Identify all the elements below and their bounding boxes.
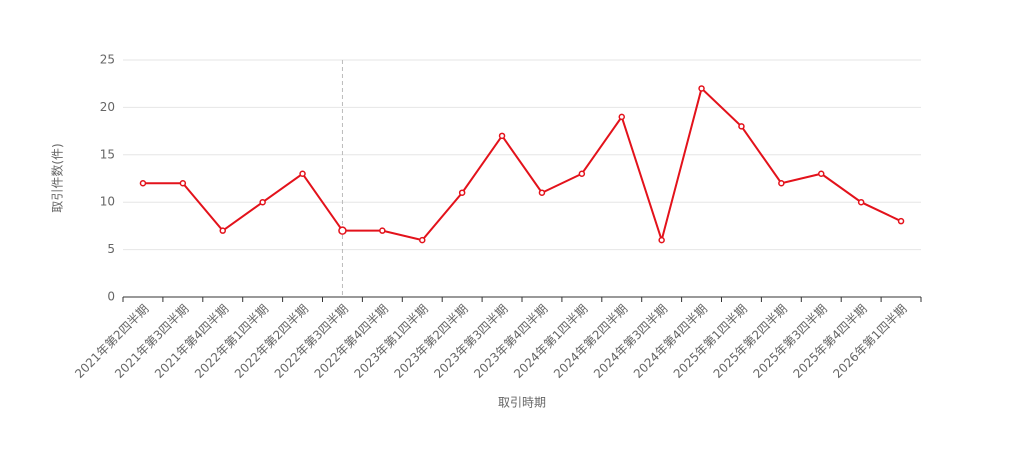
y-tick-label: 20 (100, 100, 115, 114)
data-point (698, 85, 705, 92)
x-tick-label: 2024年第4四半期 (631, 302, 710, 381)
x-tick-label: 2022年第2四半期 (232, 302, 311, 381)
data-point (219, 227, 226, 234)
x-tick-label: 2024年第3四半期 (591, 302, 670, 381)
x-tick-label: 2023年第1四半期 (352, 302, 431, 381)
y-tick-label: 25 (100, 53, 115, 67)
data-point (538, 189, 546, 196)
data-point (379, 227, 386, 234)
x-tick-label: 2024年第2四半期 (551, 302, 630, 381)
data-point (338, 226, 347, 235)
x-tick-label: 2022年第1四半期 (192, 302, 271, 381)
x-axis-title: 取引時期 (498, 396, 546, 410)
y-tick-label: 5 (107, 242, 115, 256)
data-point (458, 189, 466, 196)
data-point (658, 236, 665, 244)
data-point (778, 179, 785, 187)
x-tick-label: 2025年第1四半期 (671, 302, 750, 381)
y-axis-title: 取引件数(件) (50, 143, 65, 212)
x-tick-label: 2025年第2四半期 (711, 302, 790, 381)
x-tick-label: 2021年第3四半期 (112, 302, 191, 381)
x-tick-label: 2023年第4四半期 (471, 302, 550, 381)
x-tick-label: 2023年第2四半期 (391, 302, 470, 381)
data-point (419, 236, 426, 244)
data-point (498, 132, 506, 140)
x-tick-label: 2026年第1四半期 (830, 302, 909, 381)
x-tick-label: 2023年第3四半期 (431, 302, 510, 381)
x-tick-label: 2021年第4四半期 (152, 302, 231, 381)
y-tick-label: 0 (107, 290, 115, 304)
data-point (738, 123, 745, 130)
data-point (618, 113, 625, 121)
data-point (897, 217, 905, 225)
x-tick-label: 2025年第3四半期 (751, 302, 830, 381)
data-point (179, 179, 187, 187)
x-tick-label: 2025年第4四半期 (790, 302, 869, 381)
x-tick-label: 2021年第2四半期 (72, 302, 151, 381)
data-point (139, 179, 147, 187)
data-point (299, 170, 306, 178)
data-point (259, 198, 266, 206)
data-point (578, 170, 586, 178)
y-tick-label: 10 (100, 195, 115, 209)
data-point (857, 198, 865, 206)
y-tick-label: 15 (100, 147, 115, 161)
x-tick-label: 2022年第3四半期 (272, 302, 351, 381)
x-tick-label: 2022年第4四半期 (312, 302, 391, 381)
data-line (142, 86, 902, 244)
data-point (818, 170, 825, 178)
x-tick-label: 2024年第1四半期 (511, 302, 590, 381)
